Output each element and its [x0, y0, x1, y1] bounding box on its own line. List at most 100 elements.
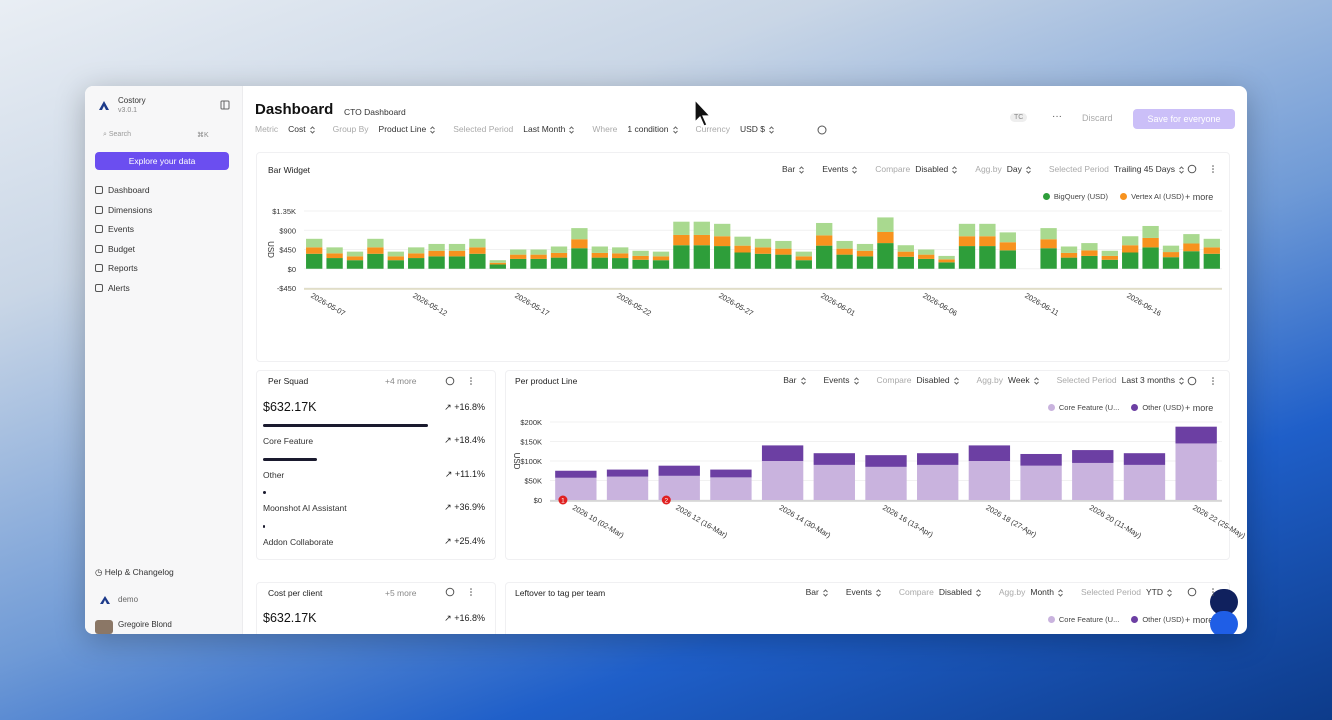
control[interactable]: Agg.by Week [977, 375, 1039, 385]
widget-icons[interactable] [445, 376, 475, 386]
more-filter[interactable]: +5 more [385, 588, 417, 598]
collapse-icon[interactable] [220, 100, 230, 110]
dashboard-select[interactable]: CTO Dashboard [344, 107, 406, 117]
legend-more[interactable]: + more [1185, 615, 1214, 625]
nav-item[interactable]: Dimensions [95, 205, 152, 215]
save-button[interactable]: Save for everyone [1133, 109, 1235, 129]
control[interactable]: Selected Period YTD [1081, 587, 1172, 597]
nav-label[interactable]: Events [108, 224, 134, 234]
explore-button[interactable]: Explore your data [95, 152, 229, 170]
control[interactable]: Agg.by Month [999, 587, 1063, 597]
legend-item[interactable]: Vertex AI (USD) [1120, 192, 1184, 201]
control-value[interactable]: Events [823, 375, 850, 385]
search[interactable]: ⌕ Search [103, 131, 132, 138]
control-value[interactable]: Events [822, 164, 849, 174]
control-value[interactable]: YTD [1146, 587, 1163, 597]
bar-segment [1183, 251, 1200, 269]
nav-item[interactable]: Events [95, 224, 134, 234]
bar-segment [816, 235, 833, 246]
filter[interactable]: Metric Cost [255, 124, 315, 134]
event-marker[interactable] [661, 495, 671, 505]
filter-value[interactable]: Last Month [523, 124, 566, 134]
legend-more[interactable]: + more [1185, 403, 1214, 413]
control[interactable]: Bar [806, 587, 828, 597]
user[interactable]: Gregoire Blond [118, 620, 172, 629]
help-label[interactable]: Help & Changelog [104, 567, 174, 577]
bar-segment [754, 238, 772, 248]
nav-label[interactable]: Budget [108, 243, 135, 254]
clock-icon [445, 587, 455, 597]
search-label[interactable]: Search [108, 131, 132, 138]
filter-value[interactable]: USD $ [740, 124, 766, 134]
control-value[interactable]: Trailing 45 Days [1113, 164, 1175, 174]
nav-label[interactable]: Alerts [108, 282, 130, 293]
row-change: ↗ +11.1% [444, 468, 485, 479]
control-value[interactable]: Bar [783, 375, 797, 385]
filter-value[interactable]: Cost [288, 124, 306, 134]
control-label: Agg.by [998, 587, 1026, 597]
filter[interactable]: Currency USD $ [696, 124, 775, 134]
filter-value[interactable]: 1 condition [627, 124, 669, 134]
control-value[interactable]: Day [1006, 164, 1022, 174]
legend-more[interactable]: + more [1185, 192, 1214, 202]
legend-item[interactable]: Core Feature (U... [1047, 615, 1119, 624]
info-icon[interactable] [817, 125, 827, 135]
more-filter[interactable]: +4 more [385, 376, 417, 386]
more-menu[interactable]: ··· [1052, 111, 1062, 122]
control-value[interactable]: Bar [782, 164, 796, 174]
filter[interactable]: Where 1 condition [592, 124, 678, 134]
filter[interactable]: Selected Period Last Month [453, 124, 575, 134]
control[interactable]: Events [846, 587, 881, 597]
control[interactable]: Agg.by Day [975, 164, 1031, 174]
nav-item[interactable]: Reports [95, 263, 138, 273]
widget-icons[interactable] [1187, 164, 1217, 174]
legend-swatch [1120, 193, 1128, 200]
nav-label[interactable]: Dashboard [108, 185, 150, 195]
bar-segment [673, 221, 690, 235]
legend-item[interactable]: Other (USD) [1131, 615, 1184, 624]
control-value[interactable]: Events [845, 587, 872, 597]
legend-item[interactable]: Other (USD) [1131, 403, 1184, 412]
chevron-path [953, 377, 959, 385]
control[interactable]: Selected Period Last 3 months [1057, 375, 1184, 385]
event-label: 2 [664, 498, 668, 505]
nav-item[interactable]: Budget [95, 244, 135, 254]
nav-item[interactable]: Alerts [95, 283, 130, 293]
help[interactable]: ◷ Help & Changelog [95, 567, 174, 577]
nav-label[interactable]: Reports [108, 263, 138, 273]
control[interactable]: Events [824, 375, 859, 385]
x-tick-label: 2026-05-07 [309, 291, 347, 318]
filter[interactable]: Group By Product Line [333, 124, 436, 134]
bar-segment [346, 256, 364, 261]
widget-icons[interactable] [445, 587, 475, 597]
control[interactable]: Compare Disabled [875, 164, 958, 174]
control-value[interactable]: Month [1030, 587, 1054, 597]
menu-dot [1212, 168, 1214, 170]
control-value[interactable]: Bar [805, 587, 819, 597]
control[interactable]: Events [822, 164, 858, 174]
nav-label[interactable]: Dimensions [108, 204, 153, 215]
control[interactable]: Compare Disabled [899, 587, 981, 597]
widget-icons[interactable] [1187, 376, 1217, 386]
control[interactable]: Bar [783, 375, 806, 385]
control[interactable]: Bar [782, 164, 805, 174]
control-value[interactable]: Disabled [915, 164, 949, 174]
chat-button[interactable] [1210, 589, 1238, 615]
control-value[interactable]: Last 3 months [1121, 375, 1175, 385]
legend-item[interactable]: Core Feature (U... [1047, 403, 1119, 412]
widget-icons[interactable] [1187, 587, 1217, 597]
filter-value[interactable]: Product Line [378, 124, 427, 134]
bar-segment [632, 255, 649, 260]
legend-item[interactable]: BigQuery (USD) [1042, 192, 1108, 201]
control[interactable]: Selected Period Trailing 45 Days [1049, 164, 1184, 174]
control-value[interactable]: Week [1008, 375, 1030, 385]
control[interactable]: Compare Disabled [877, 375, 959, 385]
nav-item[interactable]: Dashboard [95, 185, 150, 195]
discard-button[interactable]: Discard [1082, 113, 1113, 123]
control-value[interactable]: Disabled [938, 587, 972, 597]
control-value[interactable]: Disabled [916, 375, 950, 385]
bar-segment [469, 238, 486, 248]
org[interactable]: demo [118, 595, 139, 604]
help-bubble[interactable] [1210, 611, 1238, 634]
event-marker[interactable] [558, 495, 568, 505]
